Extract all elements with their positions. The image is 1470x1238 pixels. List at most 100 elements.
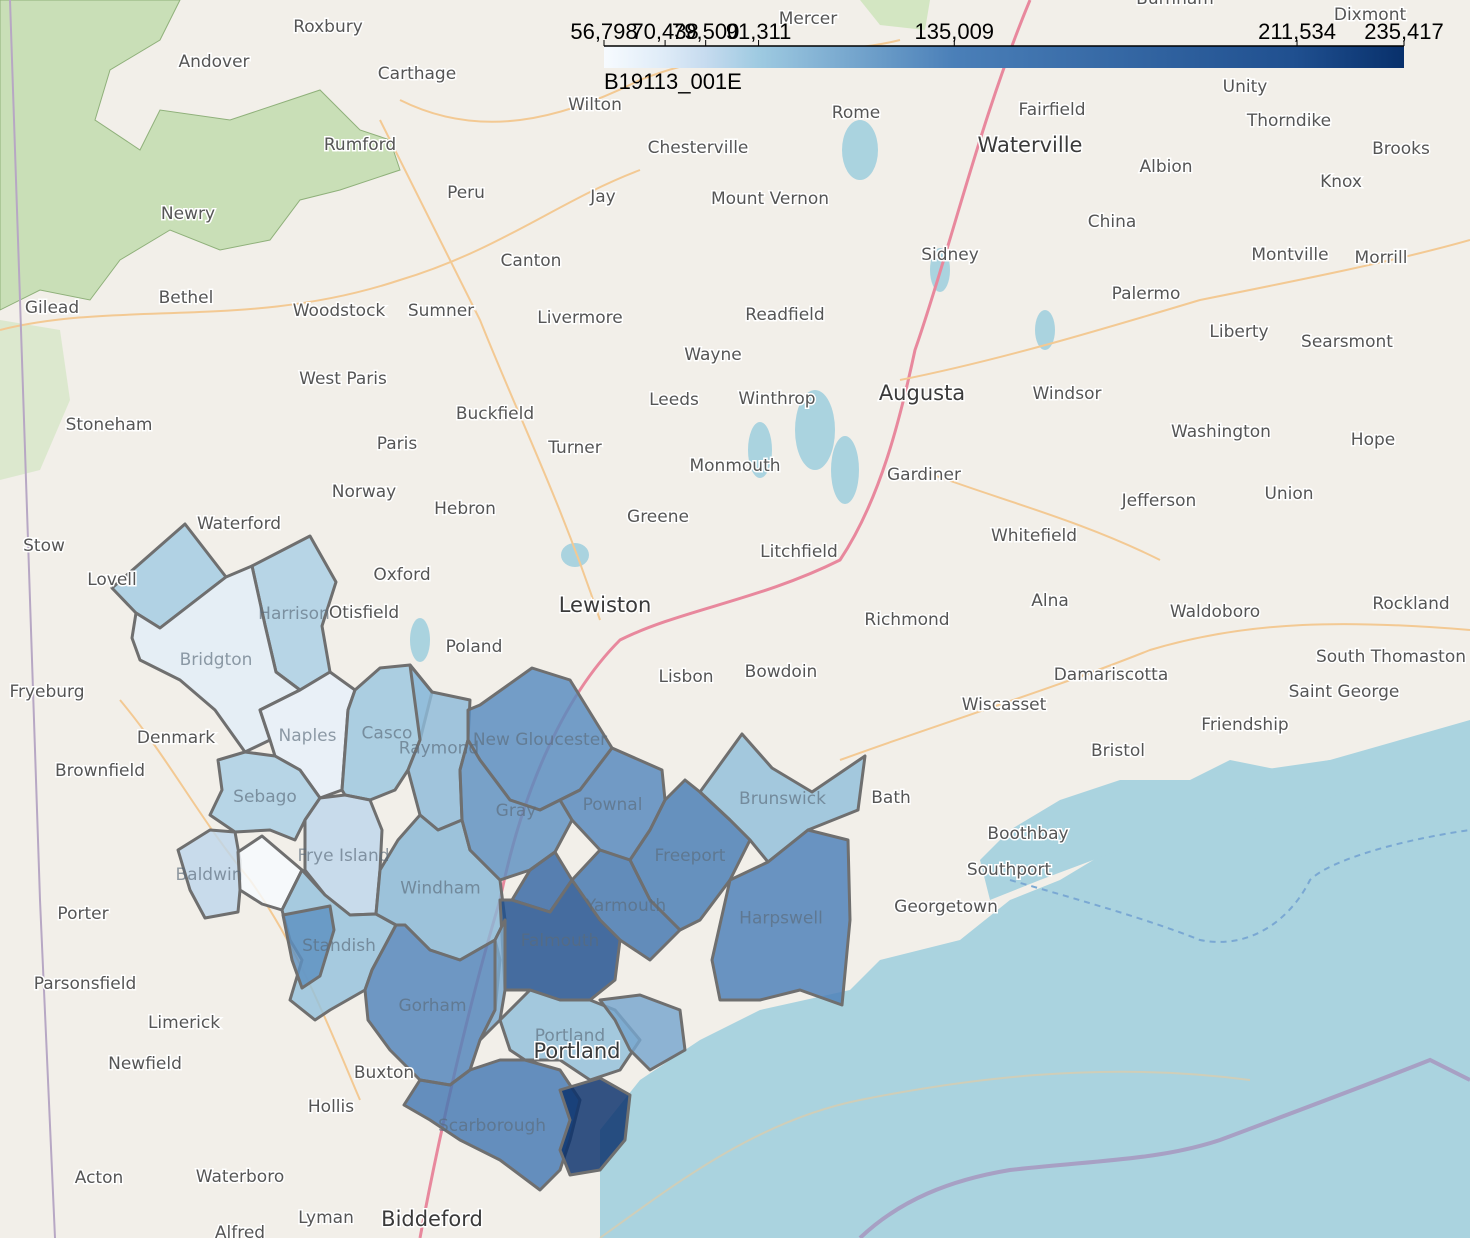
municipality-cornish[interactable] xyxy=(281,904,336,990)
place-label: Bristol xyxy=(1091,741,1145,761)
place-label: Alfred xyxy=(215,1223,265,1238)
place-label: Georgetown xyxy=(894,897,998,917)
place-label: Woodstock xyxy=(293,301,386,321)
place-label: Acton xyxy=(75,1168,124,1188)
legend-tick-label: 235,417 xyxy=(1364,19,1444,44)
place-label: Turner xyxy=(547,438,602,458)
place-label: Brooks xyxy=(1372,139,1430,159)
place-label: Wiscasset xyxy=(962,695,1047,715)
place-label: Sumner xyxy=(408,301,474,321)
place-label: Parsonsfield xyxy=(34,974,136,994)
place-label: Winthrop xyxy=(738,389,815,409)
municipality-label: Windham xyxy=(400,879,480,899)
place-label: Bethel xyxy=(159,288,214,308)
municipality-label: Harrison xyxy=(258,604,330,624)
place-label: Wilton xyxy=(568,95,622,115)
place-label: Fairfield xyxy=(1018,100,1085,120)
place-label: Canton xyxy=(501,251,562,271)
place-label: Mercer xyxy=(779,9,838,29)
legend-tick-label: 70,438 xyxy=(631,19,698,44)
place-label: Mount Vernon xyxy=(711,189,829,209)
municipality-harpswell[interactable] xyxy=(710,828,852,1007)
place-label: Hebron xyxy=(434,499,496,519)
municipality-south-portland[interactable] xyxy=(598,993,687,1072)
municipality-label: Naples xyxy=(279,726,337,746)
place-label: Jay xyxy=(589,187,616,207)
place-label-layer: Roxbury Andover Carthage Wilton Mercer Dixmon… xyxy=(8,0,1468,1238)
place-label: Damariscotta xyxy=(1054,665,1169,685)
municipality-label: Gorham xyxy=(398,996,466,1016)
municipality-label: Frye Island xyxy=(297,846,389,866)
place-label: Thorndike xyxy=(1246,111,1331,131)
place-label: Norway xyxy=(332,482,397,502)
place-label: Oxford xyxy=(373,565,430,585)
place-label: Limerick xyxy=(148,1013,220,1033)
place-label: Otisfield xyxy=(329,603,399,623)
place-label: Southport xyxy=(967,860,1052,880)
place-label: Lewiston xyxy=(559,593,652,617)
municipality-label: Casco xyxy=(362,724,413,744)
place-label: Augusta xyxy=(879,381,965,405)
place-label: Brownfield xyxy=(55,761,145,781)
municipality-label: Yarmouth xyxy=(585,896,666,916)
municipality-label: Brunswick xyxy=(739,789,826,809)
place-label: Readfield xyxy=(745,305,824,325)
place-label: Waldoboro xyxy=(1170,602,1260,622)
place-label: Sidney xyxy=(921,245,979,265)
ocean-inlet xyxy=(980,760,1350,900)
place-label: Waterford xyxy=(197,514,281,534)
place-label: Bath xyxy=(871,788,911,808)
place-label: Newry xyxy=(161,204,215,224)
place-label: China xyxy=(1088,212,1137,232)
place-label: Knox xyxy=(1320,172,1362,192)
place-label: Lyman xyxy=(298,1208,354,1228)
legend-caption: B19113_001E xyxy=(604,69,742,94)
place-label: Alna xyxy=(1031,591,1069,611)
municipality-label: New Gloucester xyxy=(473,730,607,750)
place-label: West Paris xyxy=(299,369,387,389)
place-label: Porter xyxy=(57,904,108,924)
municipality-sebago[interactable] xyxy=(208,750,322,842)
municipality-label: Scarborough xyxy=(438,1116,546,1136)
place-label: Morrill xyxy=(1355,248,1408,268)
place-label: Gilead xyxy=(25,298,79,318)
place-label: Roxbury xyxy=(293,17,363,37)
place-label: Newfield xyxy=(108,1054,182,1074)
municipality-cape-elizabeth[interactable] xyxy=(558,1076,632,1177)
place-label: Richmond xyxy=(864,610,949,630)
municipality-label: Baldwin xyxy=(176,865,243,885)
place-label: Friendship xyxy=(1201,715,1288,735)
place-label: Chesterville xyxy=(648,138,749,158)
municipality-label: Raymond xyxy=(399,739,479,759)
place-label: Albion xyxy=(1139,157,1192,177)
municipality-label-layer: Harrison Bridgton Naples Casco Sebago Baldwin… xyxy=(176,604,827,1136)
place-label: Rockland xyxy=(1372,594,1449,614)
place-label: Andover xyxy=(178,52,249,72)
municipality-layer[interactable] xyxy=(110,522,867,1192)
place-label: Boothbay xyxy=(987,824,1068,844)
place-label: Palermo xyxy=(1112,284,1181,304)
place-label: Monmouth xyxy=(689,456,780,476)
place-label: Stow xyxy=(23,536,65,556)
municipality-label: Standish xyxy=(302,936,376,956)
municipality-label: Falmouth xyxy=(521,931,600,951)
place-label: Burnham xyxy=(1136,0,1214,9)
place-label: Buckfield xyxy=(456,404,534,424)
place-label: Searsmont xyxy=(1301,332,1393,352)
place-label: Leeds xyxy=(649,390,699,410)
ocean xyxy=(600,720,1470,1238)
place-label: Lisbon xyxy=(658,667,713,687)
legend-tick-label: 135,009 xyxy=(915,19,995,44)
place-label: Waterboro xyxy=(196,1167,284,1187)
place-label: Lovell xyxy=(87,570,137,590)
place-label: Unity xyxy=(1223,77,1268,97)
legend-tick-label: 56,798 xyxy=(570,19,637,44)
place-label: Carthage xyxy=(378,64,456,84)
forest-patch xyxy=(0,320,70,480)
municipality-cumberland[interactable] xyxy=(510,850,574,914)
place-label: Stoneham xyxy=(66,415,153,435)
municipality-portland[interactable] xyxy=(498,988,642,1082)
